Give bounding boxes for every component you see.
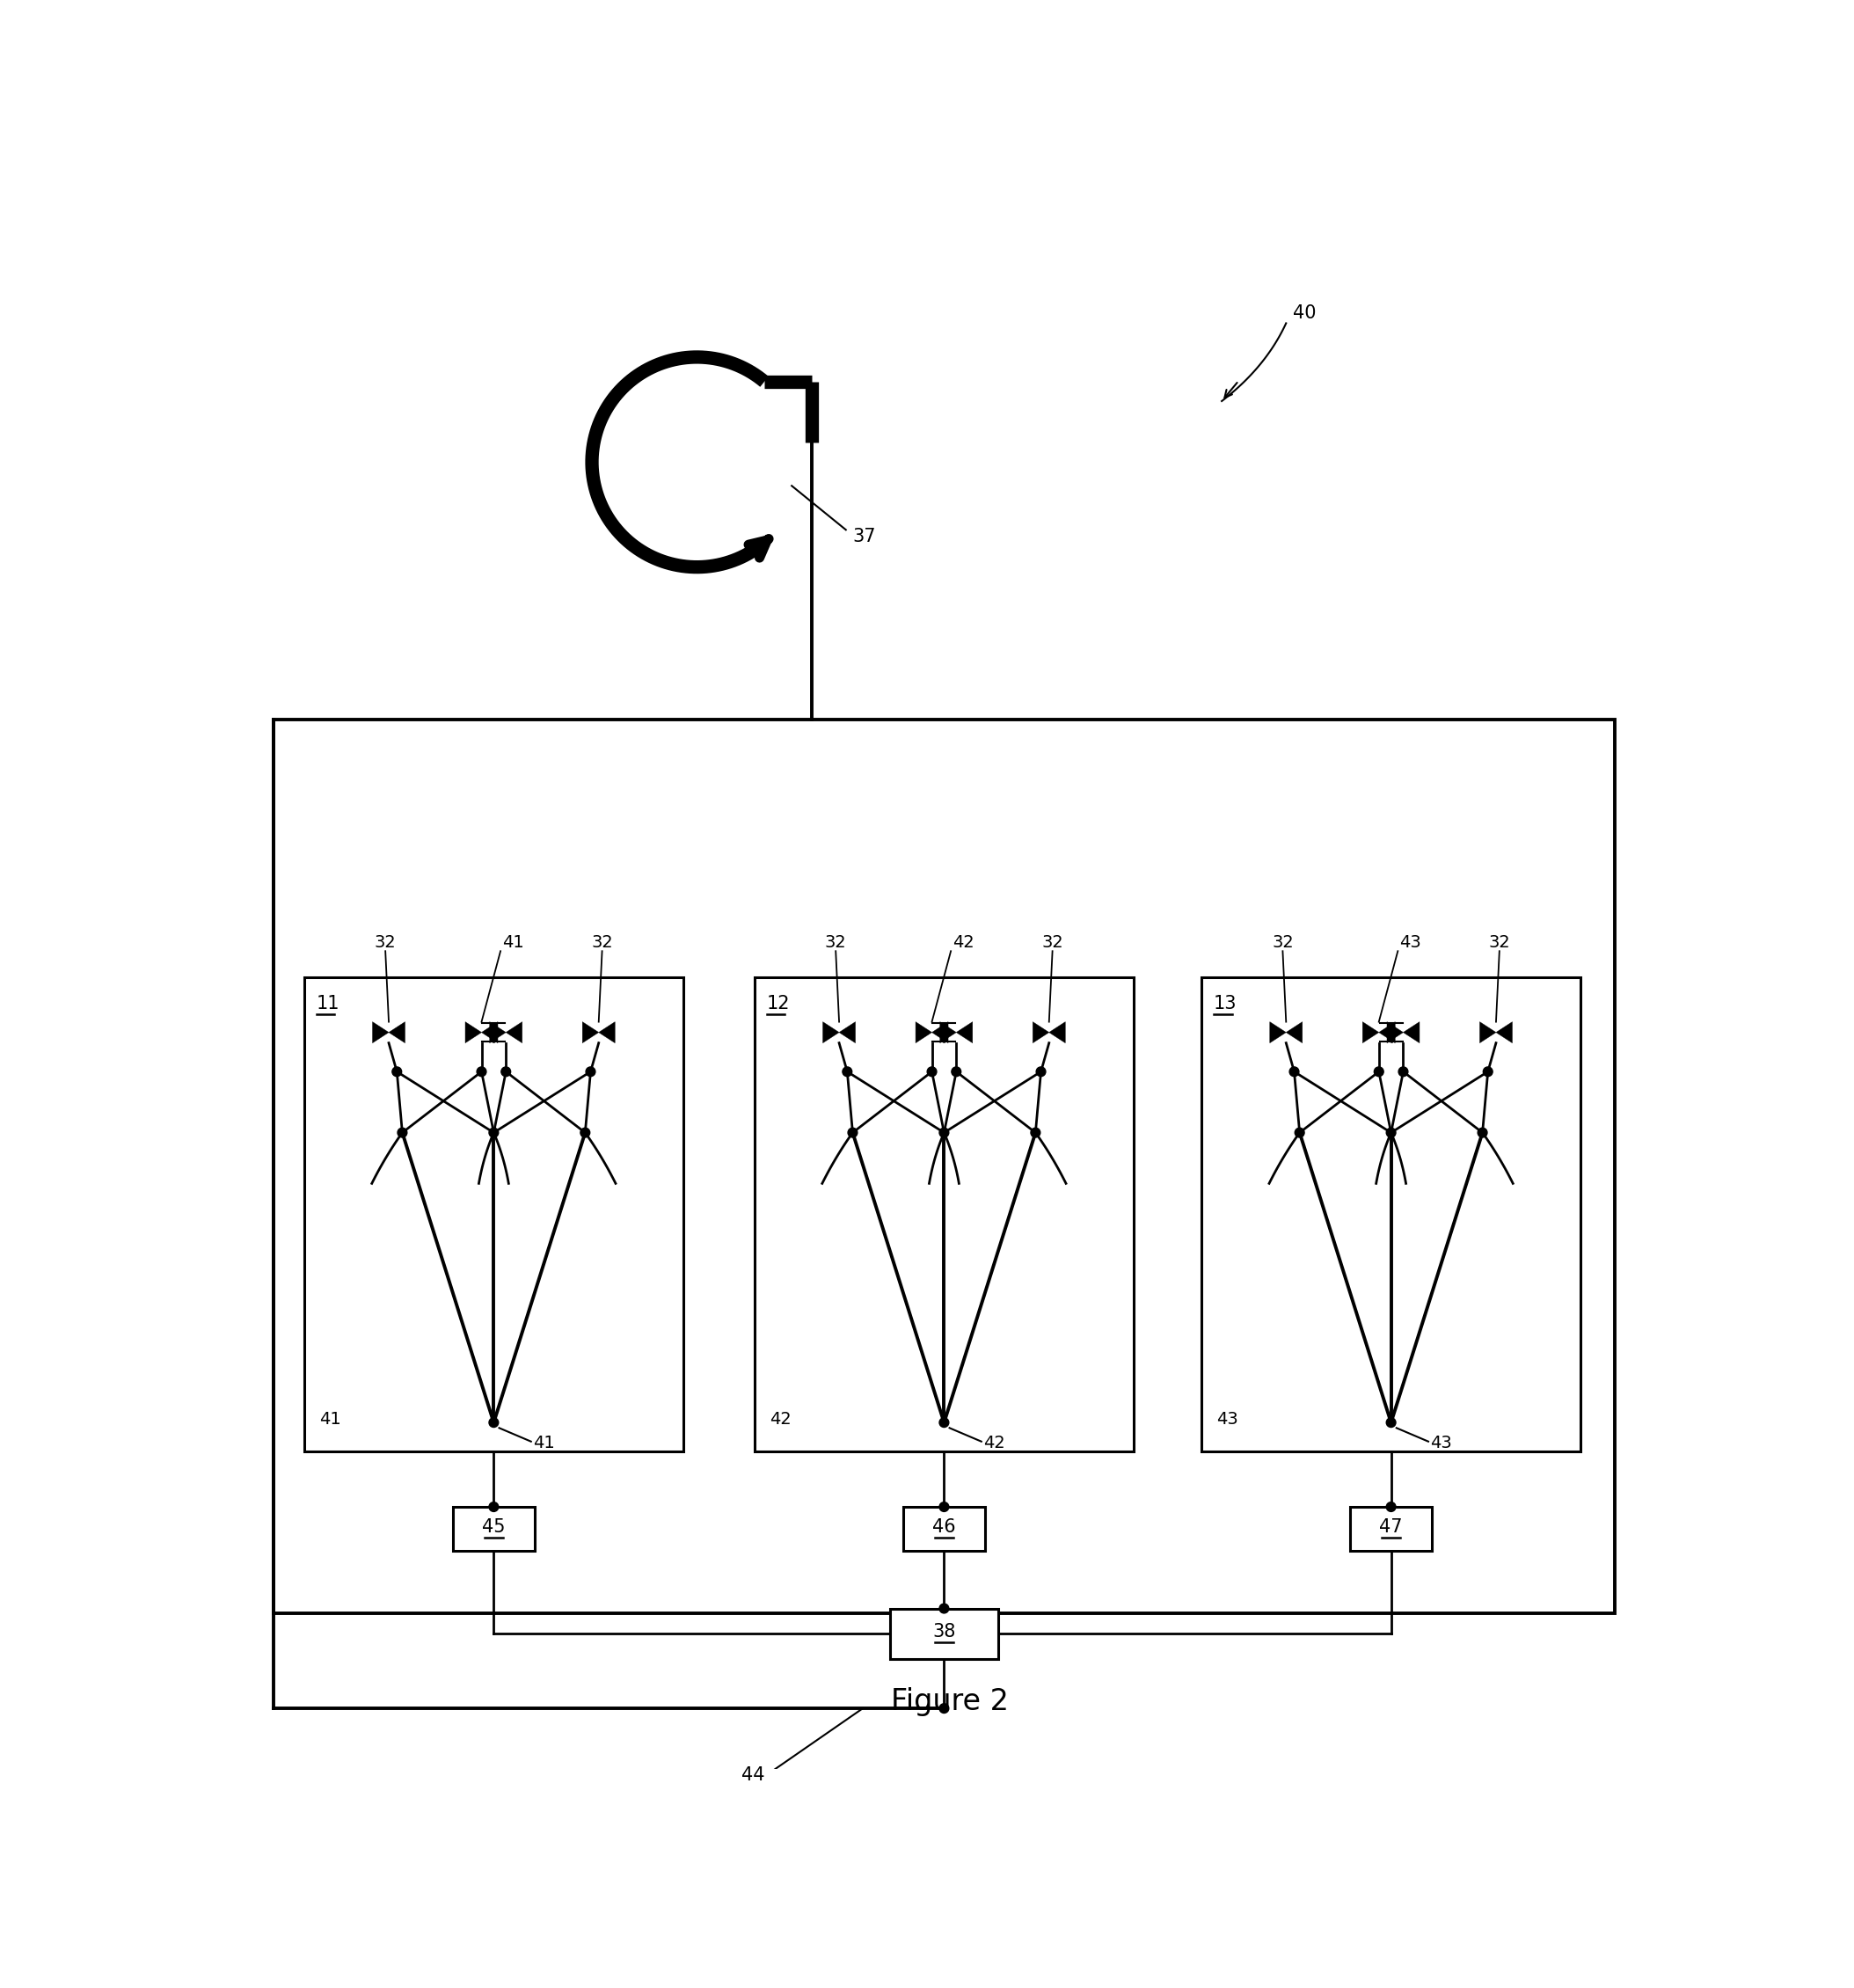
Polygon shape [840,1022,855,1044]
Circle shape [927,1068,936,1076]
Circle shape [1294,1127,1305,1137]
Text: 45: 45 [482,1519,506,1535]
Circle shape [501,1068,510,1076]
Text: 32: 32 [1272,934,1294,950]
Circle shape [847,1127,857,1137]
Polygon shape [823,1022,840,1044]
Bar [903,1507,984,1551]
Text: 32: 32 [375,934,397,950]
Circle shape [1031,1127,1040,1137]
Circle shape [1374,1068,1383,1076]
Text: 47: 47 [1379,1519,1403,1535]
Text: 43: 43 [1400,934,1420,950]
Text: 41: 41 [532,1435,554,1451]
Circle shape [489,1417,499,1427]
Polygon shape [1496,1022,1513,1044]
Circle shape [1483,1068,1492,1076]
Bar [890,1608,997,1660]
Text: 46: 46 [933,1519,957,1535]
Circle shape [1398,1068,1407,1076]
Circle shape [1387,1127,1396,1137]
Circle shape [1290,1068,1300,1076]
Text: 32: 32 [825,934,847,950]
Circle shape [940,1604,949,1612]
Polygon shape [957,1022,973,1044]
Polygon shape [1287,1022,1302,1044]
Circle shape [940,1503,949,1511]
Text: 32: 32 [1042,934,1064,950]
Circle shape [940,1704,949,1714]
Circle shape [1387,1503,1396,1511]
Polygon shape [1363,1022,1379,1044]
Bar [1201,976,1581,1451]
Circle shape [1387,1417,1396,1427]
Text: 41: 41 [502,934,523,950]
Polygon shape [933,1022,947,1044]
Text: 11: 11 [317,994,339,1012]
Circle shape [586,1068,595,1076]
Text: 12: 12 [768,994,790,1012]
Bar [755,976,1133,1451]
Text: 38: 38 [933,1622,955,1640]
Polygon shape [1379,1022,1394,1044]
Circle shape [489,1127,499,1137]
Polygon shape [1403,1022,1420,1044]
Bar [1350,1507,1431,1551]
Circle shape [940,1417,949,1427]
Text: 44: 44 [742,1765,764,1783]
Circle shape [397,1127,408,1137]
Polygon shape [916,1022,933,1044]
Circle shape [842,1068,853,1076]
Polygon shape [940,1022,957,1044]
Text: 32: 32 [1489,934,1511,950]
Circle shape [1036,1068,1046,1076]
Circle shape [1478,1127,1487,1137]
Text: 43: 43 [1216,1411,1238,1427]
Text: 40: 40 [1292,304,1316,322]
Text: 32: 32 [591,934,614,950]
Text: 37: 37 [853,527,875,545]
Polygon shape [1049,1022,1066,1044]
Polygon shape [599,1022,616,1044]
Text: Figure 2: Figure 2 [892,1688,1009,1716]
Polygon shape [389,1022,404,1044]
Circle shape [951,1068,960,1076]
Circle shape [940,1127,949,1137]
Text: 13: 13 [1214,994,1237,1012]
Text: 43: 43 [1429,1435,1452,1451]
Circle shape [393,1068,402,1076]
Polygon shape [373,1022,389,1044]
Polygon shape [482,1022,497,1044]
Text: 42: 42 [953,934,973,950]
Bar [304,976,684,1451]
Polygon shape [489,1022,506,1044]
Text: 41: 41 [319,1411,341,1427]
Polygon shape [1479,1022,1496,1044]
Text: 42: 42 [769,1411,792,1427]
Circle shape [489,1503,499,1511]
Bar [452,1507,534,1551]
Text: 42: 42 [983,1435,1005,1451]
Polygon shape [582,1022,599,1044]
Circle shape [476,1068,486,1076]
Bar [274,720,1615,1614]
Polygon shape [506,1022,523,1044]
Circle shape [580,1127,590,1137]
Polygon shape [465,1022,482,1044]
Polygon shape [1387,1022,1403,1044]
Polygon shape [1270,1022,1287,1044]
Polygon shape [1033,1022,1049,1044]
